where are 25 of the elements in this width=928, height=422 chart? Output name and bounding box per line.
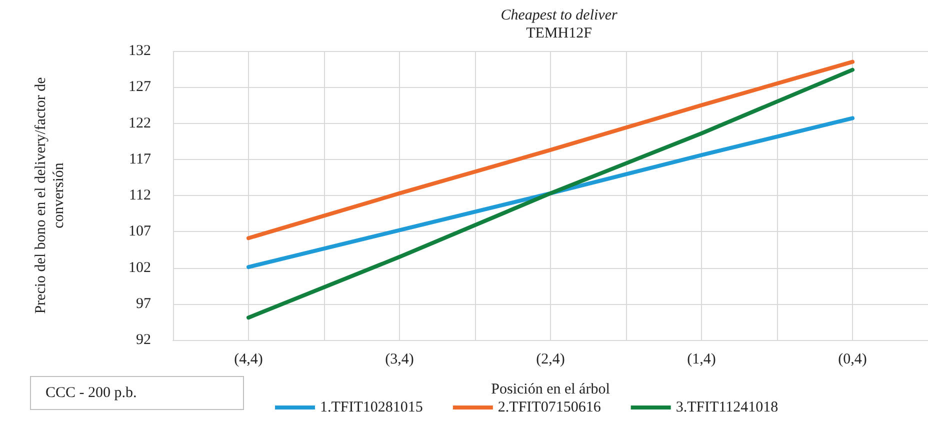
x-tick-label: (4,4) (234, 352, 263, 368)
line-series (246, 68, 854, 320)
line-series (246, 116, 854, 270)
x-tick-label: (3,4) (385, 352, 414, 368)
y-tick-label: 127 (128, 79, 152, 96)
y-tick-label: 117 (129, 151, 152, 168)
line-series (246, 60, 854, 240)
legend-label: 3.TFIT11241018 (676, 400, 778, 416)
x-tick-label: (1,4) (687, 352, 716, 368)
y-tick-label: 112 (129, 188, 151, 204)
chart-subtitle: TEMH12F (526, 26, 592, 42)
x-tick-label: (0,4) (838, 352, 867, 368)
x-tick-label: (2,4) (536, 352, 565, 368)
text: CCC - 200 p.b. (46, 385, 137, 401)
legend-label: 1.TFIT10281015 (320, 400, 423, 416)
chart-title: Cheapest to deliver (500, 8, 618, 24)
legend-label: 2.TFIT07150616 (498, 400, 602, 416)
y-tick-label: 97 (136, 296, 152, 312)
y-tick-label: 102 (128, 260, 151, 276)
y-tick-label: 92 (136, 332, 151, 348)
y-tick-label: 122 (128, 115, 151, 132)
y-tick-label: 132 (128, 43, 151, 59)
y-tick-label: 107 (128, 224, 152, 240)
x-axis-title: Posición en el árbol (491, 382, 610, 398)
y-axis-title: Precio del bono en el delivery/factor de conversión (33, 76, 67, 314)
